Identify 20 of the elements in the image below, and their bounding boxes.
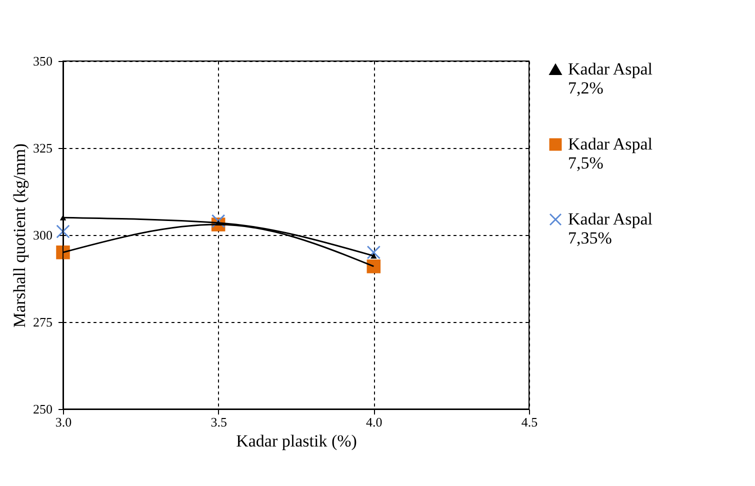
y-tick-label: 325 [33, 140, 52, 156]
y-tick-label: 350 [33, 54, 52, 68]
x-tick-label: 3.0 [55, 414, 72, 430]
x-tick-label: 3.5 [210, 414, 227, 430]
point [366, 259, 381, 274]
x-tick-label: 4.5 [521, 414, 538, 430]
legend-label: Kadar Aspal 7,5% [568, 134, 653, 172]
y-tick-label: 300 [33, 228, 52, 242]
legend-label: Kadar Aspal 7,35% [568, 210, 653, 248]
legend-label: Kadar Aspal 7,2% [568, 60, 653, 98]
y-tick-label: 250 [33, 402, 52, 416]
point [370, 253, 377, 259]
x-tick-label: 4.0 [366, 414, 382, 430]
x-axis-title: Kadar plastik (%) [236, 432, 357, 450]
y-axis-title: Marshall quotient (kg/mm) [10, 143, 29, 328]
point [56, 224, 70, 238]
point [56, 246, 70, 260]
point [366, 246, 381, 260]
y-tick-label: 275 [33, 314, 52, 330]
point [211, 214, 226, 228]
